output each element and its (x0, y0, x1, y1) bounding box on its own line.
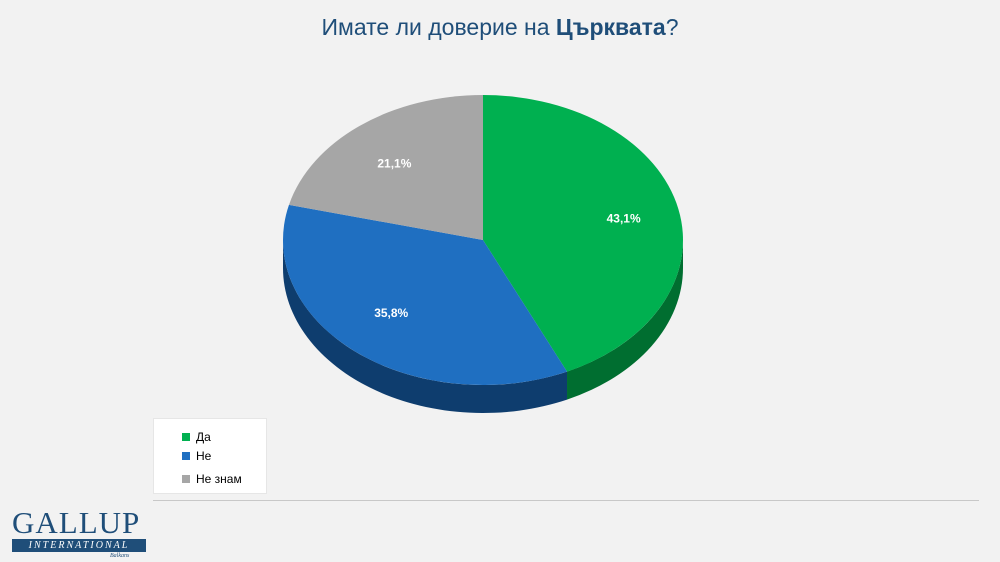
pie-slice-yes-side (567, 240, 683, 400)
chart-title-suffix: ? (665, 14, 679, 40)
pie-slice-dont-know (288, 94, 483, 240)
data-label-yes: 43,1% (607, 212, 641, 226)
logo-main-text: GALLUP (12, 505, 141, 540)
chart-title-prefix: Имате ли доверие на (321, 14, 556, 40)
legend-label-dont-know: Не знам (196, 472, 242, 486)
legend-label-yes: Да (196, 430, 211, 444)
pie-slice-yes (483, 95, 684, 372)
footer-divider (153, 500, 979, 501)
legend-item-yes: Да (182, 429, 211, 445)
logo-sub-text: Balkans (110, 553, 130, 559)
gallup-logo: GALLUP INTERNATIONAL Balkans (12, 506, 152, 560)
legend-item-no: Не (182, 448, 211, 464)
legend-swatch-no (182, 452, 190, 460)
logo-bar-text: INTERNATIONAL (12, 539, 146, 552)
legend-swatch-yes (182, 433, 190, 441)
pie-slice-no (282, 204, 568, 385)
data-label-dont-know: 21,1% (377, 157, 411, 171)
legend-item-dont-know: Не знам (182, 471, 242, 487)
chart-title: Имате ли доверие на Църквата? (0, 14, 1000, 41)
data-label-no: 35,8% (374, 306, 408, 320)
pie-slice-no-side (283, 240, 568, 414)
legend-label-no: Не (196, 449, 212, 463)
chart-legend: Да Не Не знам (153, 418, 267, 494)
chart-title-bold: Църквата (555, 14, 666, 40)
legend-swatch-dont-know (182, 475, 190, 483)
